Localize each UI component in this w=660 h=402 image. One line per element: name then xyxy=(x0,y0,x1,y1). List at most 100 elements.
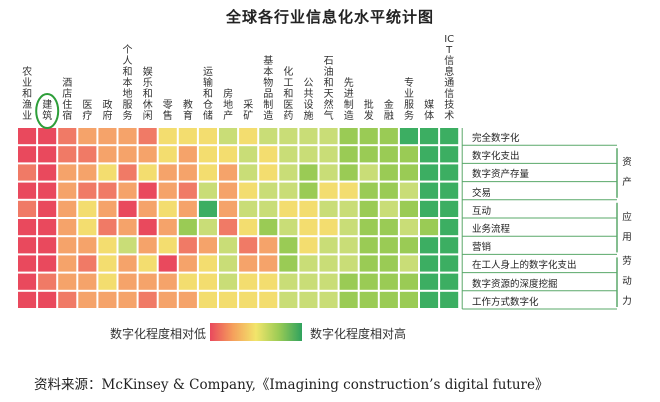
heatmap-cell xyxy=(279,255,298,272)
heatmap-cell xyxy=(98,255,117,272)
heatmap-cell xyxy=(138,164,157,181)
row-label: 业务流程 xyxy=(472,224,511,235)
heatmap-cell xyxy=(420,182,439,199)
heatmap-cell xyxy=(158,146,177,163)
heatmap-cell xyxy=(440,255,459,272)
heatmap-cell xyxy=(440,237,459,254)
heatmap-cell xyxy=(178,182,197,199)
heatmap-cell xyxy=(98,219,117,236)
column-label: 公共设施 xyxy=(303,78,314,122)
heatmap-cell xyxy=(219,237,238,254)
heatmap-cell xyxy=(379,237,398,254)
heatmap-cell xyxy=(259,219,278,236)
heatmap-cell xyxy=(18,128,37,145)
heatmap-cell xyxy=(18,182,37,199)
heatmap-cell xyxy=(359,200,378,217)
heatmap-cell xyxy=(259,146,278,163)
heatmap-cell xyxy=(219,255,238,272)
column-label: 专业服务 xyxy=(404,78,414,122)
heatmap-cell xyxy=(198,219,217,236)
heatmap-cell xyxy=(399,128,418,145)
heatmap-cell xyxy=(58,273,77,290)
column-label: 个人和本地服务 xyxy=(122,45,133,122)
heatmap-cell xyxy=(339,237,358,254)
heatmap-cell xyxy=(18,200,37,217)
heatmap-cell xyxy=(58,200,77,217)
heatmap-cell xyxy=(359,146,378,163)
column-label: 医疗 xyxy=(82,100,93,122)
heatmap-cell xyxy=(279,146,298,163)
heatmap-cell xyxy=(18,255,37,272)
heatmap-cell xyxy=(440,219,459,236)
heatmap-cell xyxy=(178,291,197,308)
heatmap-cell xyxy=(420,273,439,290)
column-label: 金融 xyxy=(383,100,394,122)
heatmap-cell xyxy=(319,146,338,163)
heatmap-cell xyxy=(118,219,137,236)
column-label: 媒体 xyxy=(424,100,435,122)
heatmap-cell xyxy=(38,182,57,199)
heatmap-cell xyxy=(399,182,418,199)
heatmap-cell xyxy=(78,200,97,217)
heatmap-cell xyxy=(259,273,278,290)
heatmap-cell xyxy=(78,128,97,145)
column-label: 批发 xyxy=(363,100,374,122)
heatmap-cell xyxy=(158,255,177,272)
column-label: 房地产 xyxy=(223,89,234,122)
heatmap-cell xyxy=(259,255,278,272)
heatmap-cell xyxy=(279,237,298,254)
heatmap-cell xyxy=(38,291,57,308)
heatmap-cell xyxy=(138,182,157,199)
heatmap-cell xyxy=(420,255,439,272)
heatmap-cell xyxy=(158,237,177,254)
heatmap-cell xyxy=(339,164,358,181)
heatmap-cell xyxy=(38,237,57,254)
heatmap-cell xyxy=(440,182,459,199)
heatmap-cell xyxy=(399,164,418,181)
heatmap-cell xyxy=(178,200,197,217)
heatmap-cell xyxy=(38,219,57,236)
heatmap-cell xyxy=(219,219,238,236)
column-label: 运输和仓储 xyxy=(203,67,213,122)
heatmap-cell xyxy=(38,128,57,145)
column-label: 化工和医药 xyxy=(283,67,294,122)
heatmap-cell xyxy=(78,237,97,254)
heatmap-cell xyxy=(279,291,298,308)
heatmap-cell xyxy=(138,255,157,272)
heatmap-cell xyxy=(239,128,258,145)
heatmap-cell xyxy=(138,237,157,254)
heatmap-cell xyxy=(158,200,177,217)
heatmap-cell xyxy=(339,182,358,199)
heatmap-cell xyxy=(319,237,338,254)
row-label: 完全数字化 xyxy=(472,133,520,144)
column-label: 政府 xyxy=(102,100,113,122)
heatmap-cell xyxy=(239,200,258,217)
heatmap-cell xyxy=(118,146,137,163)
heatmap-cell xyxy=(259,291,278,308)
heatmap-cell xyxy=(58,146,77,163)
heatmap-cell xyxy=(58,255,77,272)
heatmap-cell xyxy=(18,237,37,254)
heatmap-cell xyxy=(259,237,278,254)
heatmap-cell xyxy=(118,273,137,290)
heatmap-cell xyxy=(379,146,398,163)
heatmap-cell xyxy=(379,255,398,272)
heatmap-cell xyxy=(178,146,197,163)
heatmap-cell xyxy=(98,291,117,308)
heatmap-cell xyxy=(138,219,157,236)
heatmap-cell xyxy=(98,164,117,181)
column-label: 先进制造 xyxy=(343,78,354,122)
heatmap-cell xyxy=(399,237,418,254)
heatmap-cell xyxy=(78,255,97,272)
row-label: 数字资产存量 xyxy=(472,169,530,181)
heatmap-cell xyxy=(339,273,358,290)
heatmap-cell xyxy=(118,237,137,254)
heatmap-cell xyxy=(359,219,378,236)
heatmap-cell xyxy=(239,237,258,254)
heatmap-cell xyxy=(299,291,318,308)
heatmap-cell xyxy=(58,164,77,181)
heatmap-cell xyxy=(420,237,439,254)
heatmap-cell xyxy=(178,219,197,236)
heatmap-cell xyxy=(38,200,57,217)
